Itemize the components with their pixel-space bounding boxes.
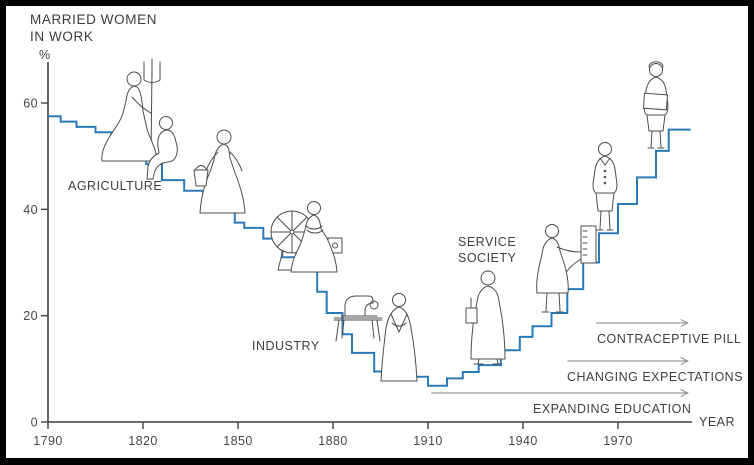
y-tick-label: 0 <box>31 416 38 430</box>
x-tick-label: 1820 <box>128 434 157 448</box>
figure-woman-with-pitchfork <box>101 58 161 162</box>
y-tick-label: 40 <box>23 203 38 217</box>
annotation-contraceptive-pill: CONTRACEPTIVE PILL <box>597 332 742 346</box>
figure-woman-carrying-milk-pail <box>193 129 246 214</box>
chart-background: 0 20 40 60 1790 1820 1850 1880 1910 1940 1970 <box>6 6 748 458</box>
annotation-arrowhead-icon <box>680 388 690 398</box>
annotation-expanding-education: EXPANDING EDUCATION <box>533 402 692 416</box>
x-tick-label: 1850 <box>223 434 252 448</box>
y-tick-label: 60 <box>23 97 38 111</box>
figure-illustrations <box>101 58 669 382</box>
figure-woman-in-skirt-suit <box>592 142 618 231</box>
annotation-arrow <box>431 388 690 398</box>
x-axis-label-year: YEAR <box>699 415 736 429</box>
x-tick-label: 1880 <box>318 434 347 448</box>
era-label-service-society: SERVICE SOCIETY <box>458 234 516 266</box>
figure-seated-farm-woman <box>146 116 178 180</box>
annotation-changing-expectations: CHANGING EXPECTATIONS <box>567 370 744 384</box>
era-label-agriculture: AGRICULTURE <box>68 179 163 193</box>
chart-title-line2: IN WORK <box>30 29 94 44</box>
y-tick-label: 20 <box>23 309 38 323</box>
chart-title: MARRIED WOMEN IN WORK <box>30 11 157 45</box>
figure-woman-operating-switchboard <box>536 224 597 313</box>
axes: 0 20 40 60 1790 1820 1850 1880 1910 1940 1970 <box>23 62 692 448</box>
era-label-industry: INDUSTRY <box>252 339 320 353</box>
figure-service-society-woman-with-bag <box>465 270 506 365</box>
x-tick-label: 1910 <box>413 434 442 448</box>
annotation-arrow <box>595 318 690 328</box>
annotation-arrowhead-icon <box>680 318 690 328</box>
figure-sewing-machine-on-table <box>333 295 383 342</box>
x-tick-label: 1940 <box>508 434 537 448</box>
chart-title-line1: MARRIED WOMEN <box>30 12 158 27</box>
era-label-service-line1: SERVICE <box>458 235 517 249</box>
annotation-arrow <box>567 356 690 366</box>
figure-mill-worker-woman <box>380 293 418 382</box>
era-label-service-line2: SOCIETY <box>458 251 517 265</box>
y-axis-unit-label: % <box>39 48 51 62</box>
figure-professional-woman-with-folder <box>642 61 669 149</box>
figure-woman-at-spinning-wheel <box>270 201 343 273</box>
x-tick-label: 1970 <box>603 434 632 448</box>
x-tick-label: 1790 <box>33 434 62 448</box>
annotation-arrowhead-icon <box>680 356 690 366</box>
